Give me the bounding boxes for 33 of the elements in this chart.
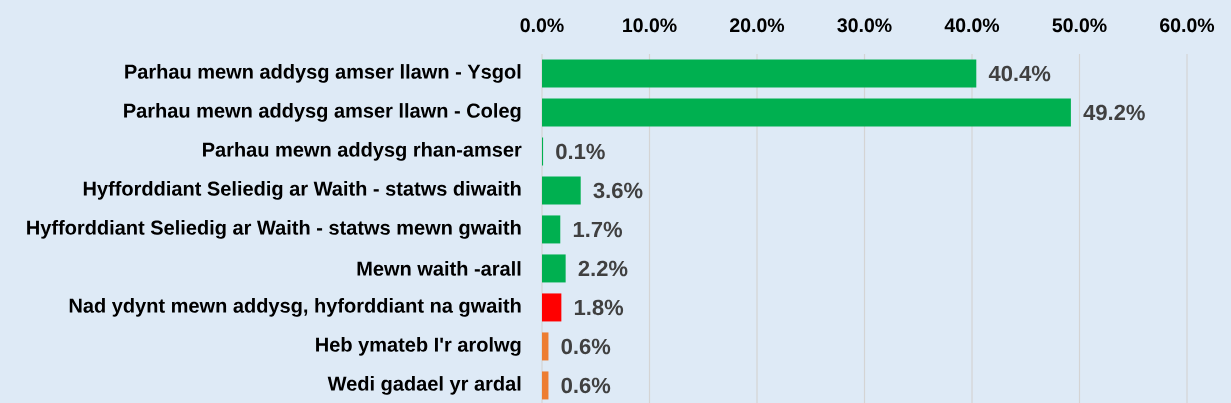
data-label: 2.2% [578,260,628,277]
x-tick-label: 30.0% [837,18,892,33]
bar [542,254,566,283]
x-tick-label: 40.0% [944,18,1000,33]
data-label: 49.2% [1083,104,1145,121]
y-tick-label: Hyfforddiant Seliedig ar Waith - statws mewn gwaith [27,220,521,239]
x-tick-label: 50.0% [1052,18,1107,33]
data-label: 1.7% [573,221,623,238]
data-label: 0.6% [561,338,611,355]
y-tick-label: Nad ydynt mewn addysg, hyforddiant na gwaith [69,298,521,317]
y-tick-label: Parhau mewn addysg rhan-amser [203,142,522,161]
data-label: 40.4% [988,65,1051,82]
x-tick-label: 20.0% [730,18,785,33]
data-label: 0.6% [561,377,611,394]
y-tick-label: Mewn waith -arall [357,261,521,276]
x-tick-label: 0.0% [520,18,564,33]
data-label: 1.8% [574,299,624,316]
bar [542,59,977,88]
bar [542,371,549,400]
y-tick-label: Parhau mewn addysg amser llawn - Ysgol [125,64,521,83]
bar [542,98,1071,127]
data-label: 3.6% [593,182,643,199]
x-tick-label: 10.0% [623,18,677,33]
x-tick-label: 60.0% [1160,18,1215,33]
y-tick-label: Wedi gadael yr ardal [327,376,521,395]
y-tick-label: Parhau mewn addysg amser llawn - Coleg [124,103,521,122]
y-tick-label: Hyfforddiant Seliedig ar Waith - statws diwaith [83,181,521,200]
bar [542,215,561,244]
bar [542,332,549,361]
y-tick-label: Heb ymateb I'r arolwg [316,337,521,356]
data-label: 0.1% [556,143,605,160]
bar [542,293,562,322]
bar [542,176,581,205]
